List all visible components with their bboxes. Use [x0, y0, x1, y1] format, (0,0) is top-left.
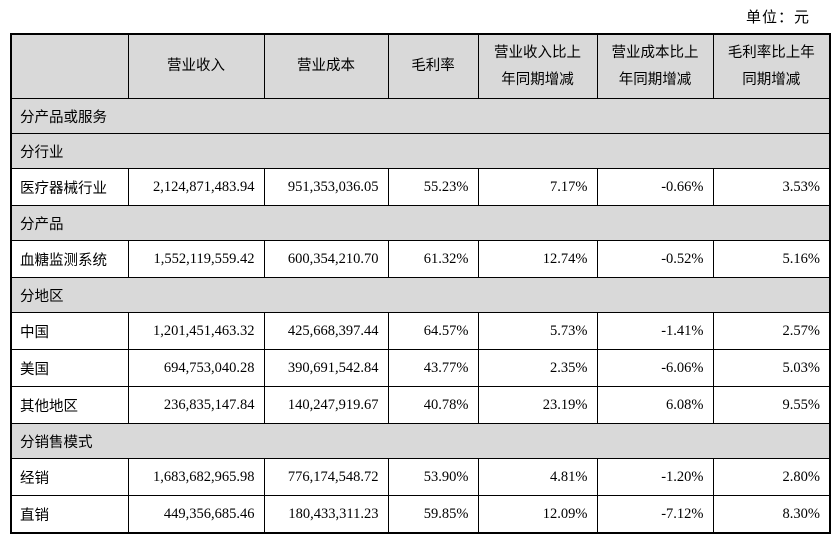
- cell-cost: 600,354,210.70: [263, 240, 389, 278]
- section-row: 分行业: [10, 133, 831, 169]
- cell-revenue: 449,356,685.46: [127, 495, 265, 534]
- cell-margin-yoy: 5.03%: [712, 349, 831, 387]
- cell-cost-yoy: 6.08%: [596, 386, 714, 424]
- financial-breakdown-table: 营业收入 营业成本 毛利率 营业收入比上 年同期增减 营业成本比上 年同期增减 …: [10, 33, 831, 534]
- table-row: 直销 449,356,685.46 180,433,311.23 59.85% 12.0…: [10, 495, 831, 534]
- row-label: 美国: [10, 349, 129, 387]
- unit-label: 单位：元: [745, 10, 810, 26]
- column-header-cost-yoy: 营业成本比上 年同期增减: [596, 33, 714, 99]
- cell-revenue-yoy: 2.35%: [477, 349, 598, 387]
- cell-margin-yoy: 3.53%: [712, 168, 831, 206]
- cell-margin: 64.57%: [387, 312, 479, 350]
- cell-cost-yoy: -7.12%: [596, 495, 714, 534]
- section-label: 分行业: [10, 133, 831, 169]
- cell-margin: 55.23%: [387, 168, 479, 206]
- table-row: 中国 1,201,451,463.32 425,668,397.44 64.57% 5.…: [10, 312, 831, 350]
- cell-margin-yoy: 5.16%: [712, 240, 831, 278]
- section-row: 分产品: [10, 205, 831, 241]
- cell-margin: 43.77%: [387, 349, 479, 387]
- table-row: 医疗器械行业 2,124,871,483.94 951,353,036.05 55.2…: [10, 168, 831, 206]
- cell-margin-yoy: 8.30%: [712, 495, 831, 534]
- table-row: 血糖监测系统 1,552,119,559.42 600,354,210.70 61.3…: [10, 240, 831, 278]
- cell-revenue: 694,753,040.28: [127, 349, 265, 387]
- section-label: 分产品或服务: [10, 98, 831, 134]
- column-header-cost: 营业成本: [263, 33, 389, 99]
- cell-revenue-yoy: 4.81%: [477, 458, 598, 496]
- cell-cost: 390,691,542.84: [263, 349, 389, 387]
- column-header-revenue-yoy: 营业收入比上 年同期增减: [477, 33, 598, 99]
- cell-revenue: 1,552,119,559.42: [127, 240, 265, 278]
- row-label: 医疗器械行业: [10, 168, 129, 206]
- column-header-revenue: 营业收入: [127, 33, 265, 99]
- table-row: 其他地区 236,835,147.84 140,247,919.67 40.78% 23…: [10, 386, 831, 424]
- cell-margin: 40.78%: [387, 386, 479, 424]
- table-row: 美国 694,753,040.28 390,691,542.84 43.77% 2.35…: [10, 349, 831, 387]
- row-label: 其他地区: [10, 386, 129, 424]
- cell-revenue: 1,201,451,463.32: [127, 312, 265, 350]
- table-body: 分产品或服务 分行业 医疗器械行业 2,124,871,483.94 951,353,0…: [10, 98, 831, 534]
- cell-cost-yoy: -0.52%: [596, 240, 714, 278]
- cell-revenue: 236,835,147.84: [127, 386, 265, 424]
- cell-margin: 59.85%: [387, 495, 479, 534]
- cell-cost: 776,174,548.72: [263, 458, 389, 496]
- cell-cost-yoy: -1.41%: [596, 312, 714, 350]
- section-row: 分产品或服务: [10, 98, 831, 134]
- section-label: 分地区: [10, 277, 831, 313]
- cell-cost: 180,433,311.23: [263, 495, 389, 534]
- column-header-gross-margin: 毛利率: [387, 33, 479, 99]
- cell-cost-yoy: -1.20%: [596, 458, 714, 496]
- cell-cost-yoy: -6.06%: [596, 349, 714, 387]
- cell-cost-yoy: -0.66%: [596, 168, 714, 206]
- section-label: 分产品: [10, 205, 831, 241]
- table-row: 经销 1,683,682,965.98 776,174,548.72 53.90% 4.…: [10, 458, 831, 496]
- cell-revenue-yoy: 12.09%: [477, 495, 598, 534]
- row-label: 经销: [10, 458, 129, 496]
- cell-margin-yoy: 2.80%: [712, 458, 831, 496]
- cell-margin: 53.90%: [387, 458, 479, 496]
- cell-cost: 951,353,036.05: [263, 168, 389, 206]
- section-row: 分销售模式: [10, 423, 831, 459]
- header-row: 营业收入 营业成本 毛利率 营业收入比上 年同期增减 营业成本比上 年同期增减 …: [10, 33, 831, 99]
- column-header-blank: [10, 33, 129, 99]
- cell-revenue: 2,124,871,483.94: [127, 168, 265, 206]
- cell-margin-yoy: 9.55%: [712, 386, 831, 424]
- cell-revenue: 1,683,682,965.98: [127, 458, 265, 496]
- cell-revenue-yoy: 5.73%: [477, 312, 598, 350]
- cell-revenue-yoy: 12.74%: [477, 240, 598, 278]
- row-label: 血糖监测系统: [10, 240, 129, 278]
- section-row: 分地区: [10, 277, 831, 313]
- row-label: 直销: [10, 495, 129, 534]
- column-header-margin-yoy: 毛利率比上年 同期增减: [712, 33, 831, 99]
- row-label: 中国: [10, 312, 129, 350]
- cell-margin-yoy: 2.57%: [712, 312, 831, 350]
- cell-revenue-yoy: 7.17%: [477, 168, 598, 206]
- section-label: 分销售模式: [10, 423, 831, 459]
- cell-revenue-yoy: 23.19%: [477, 386, 598, 424]
- cell-cost: 140,247,919.67: [263, 386, 389, 424]
- cell-margin: 61.32%: [387, 240, 479, 278]
- table-header: 营业收入 营业成本 毛利率 营业收入比上 年同期增减 营业成本比上 年同期增减 …: [10, 33, 831, 99]
- cell-cost: 425,668,397.44: [263, 312, 389, 350]
